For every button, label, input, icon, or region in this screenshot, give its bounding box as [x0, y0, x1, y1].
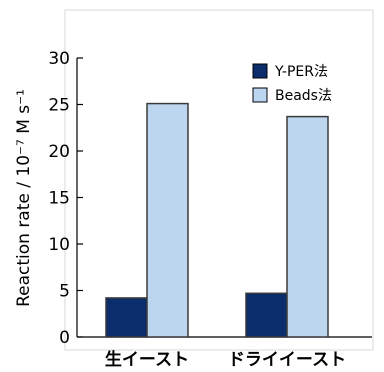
y-tick-label: 0: [59, 328, 70, 348]
legend-label-beads: Beads法: [275, 88, 332, 104]
legend-swatch-ypers: [252, 63, 268, 79]
bar-0-1: [146, 102, 189, 338]
y-tick-label: 5: [59, 282, 70, 302]
x-category-label: ドライイースト: [228, 350, 346, 370]
bar-0-0: [105, 297, 148, 338]
legend: Y-PER法 Beads法: [252, 63, 332, 104]
y-tick-label: 10: [48, 235, 70, 255]
legend-swatch-beads: [252, 87, 268, 103]
y-tick-label: 15: [48, 189, 70, 209]
bar-1-1: [286, 115, 329, 338]
y-tick-label: 30: [48, 49, 70, 69]
legend-label-ypers: Y-PER法: [274, 64, 328, 80]
x-category-label: 生イースト: [105, 349, 189, 370]
y-tick-label: 25: [48, 96, 70, 116]
y-axis-label: Reaction rate / 10⁻⁷ M s⁻¹: [14, 89, 34, 307]
y-tick-label: 20: [48, 142, 70, 162]
bar-1-0: [245, 292, 288, 338]
